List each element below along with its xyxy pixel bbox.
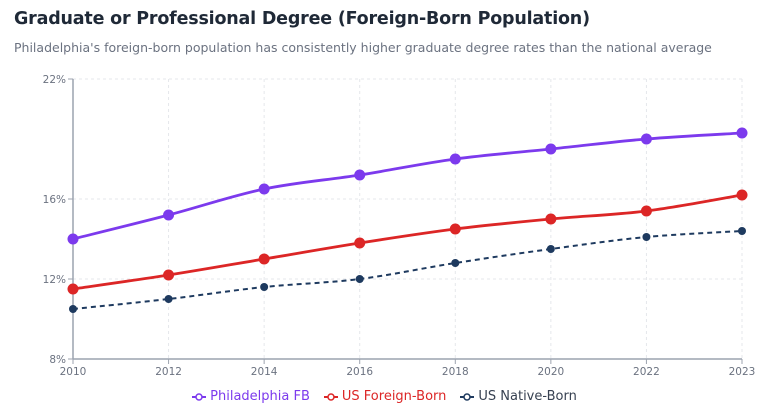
series-us-native-born [69,227,746,313]
data-point [642,233,651,241]
data-point [258,183,270,195]
data-point [640,133,652,145]
x-tick-label: 2022 [633,366,660,378]
x-tick-label: 2016 [346,366,373,378]
data-point [545,213,557,225]
legend-label: US Native-Born [478,389,577,404]
legend-marker-icon [192,392,207,401]
legend-marker-icon [323,392,338,401]
series-us-foreign-born [67,189,748,295]
legend-item[interactable]: US Foreign-Born [323,389,447,404]
y-tick-label: 8% [49,354,66,366]
data-point [736,127,748,139]
data-point [736,189,748,201]
data-point [163,209,175,221]
chart-subtitle: Philadelphia's foreign-born population h… [14,40,712,55]
y-tick-label: 12% [43,274,66,286]
y-tick-label: 22% [43,74,66,86]
series-lines [67,127,748,313]
data-point [449,223,461,235]
data-point [354,169,366,181]
legend-marker-icon [460,392,475,401]
y-tick-label: 16% [43,194,66,206]
x-tick-label: 2014 [251,366,278,378]
data-point [258,253,270,265]
legend-item[interactable]: US Native-Born [460,389,577,404]
series-line [72,193,743,291]
series-line [72,230,743,310]
data-point [163,269,175,281]
data-point [738,227,746,235]
data-point [355,275,364,283]
data-point [545,143,557,155]
data-point [260,283,269,291]
grid [73,78,743,359]
x-tick-label: 2012 [155,366,182,378]
axes: 8% 12% 16% 22% 2010 2012 2014 2016 2018 2020 2022 2… [43,74,756,378]
legend-label: Philadelphia FB [210,389,310,404]
data-point [67,233,79,245]
data-point [67,283,79,295]
data-point [69,305,77,313]
data-point [354,237,366,249]
data-point [449,153,461,165]
series-philadelphia-fb [67,127,748,245]
x-tick-label: 2023 [729,366,756,378]
legend-item[interactable]: Philadelphia FB [192,389,310,404]
data-point [451,259,460,267]
data-point [640,205,652,217]
data-point [546,245,555,253]
series-line [72,131,743,241]
data-point [164,295,173,303]
x-tick-label: 2018 [442,366,469,378]
legend-label: US Foreign-Born [341,389,447,404]
x-tick-label: 2020 [537,366,564,378]
x-tick-label: 2010 [60,366,87,378]
legend: Philadelphia FB US Foreign-Born US Native-… [0,389,769,404]
chart-title: Graduate or Professional Degree (Foreign… [14,9,590,29]
